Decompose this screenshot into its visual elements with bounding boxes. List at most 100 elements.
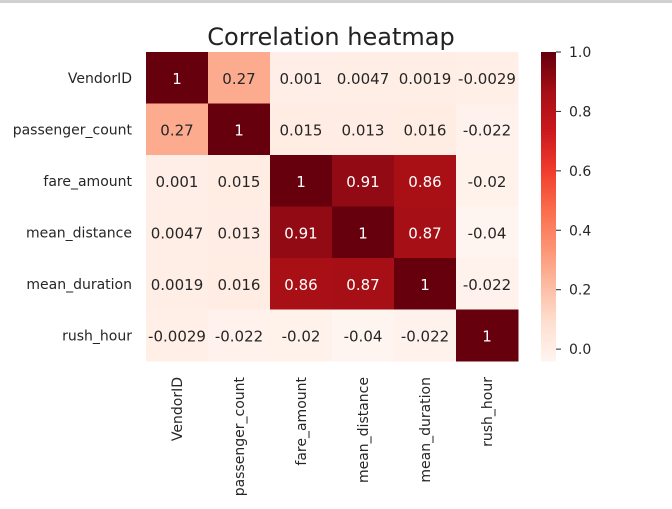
colorbar-segment (541, 175, 556, 179)
colorbar-segment (541, 330, 556, 334)
heatmap-cell (270, 206, 333, 259)
colorbar-segment (541, 108, 556, 112)
colorbar-segment (541, 332, 556, 336)
colorbar-tick-label: 0.8 (569, 104, 591, 120)
colorbar-tick-label: 0.6 (569, 164, 591, 180)
cell-value-label: 0.016 (218, 276, 261, 294)
colorbar-tick-label: 0.4 (569, 223, 591, 239)
colorbar-segment (541, 152, 556, 156)
colorbar-segment (541, 270, 556, 275)
cell-value-label: -0.02 (282, 327, 321, 345)
colorbar-segment (541, 129, 556, 133)
heatmap-cell (332, 206, 395, 259)
heatmap-cell (208, 258, 271, 310)
heatmap-cell (146, 103, 209, 156)
colorbar-segment (541, 299, 556, 303)
colorbar-segment (541, 224, 556, 228)
heatmap-cell (456, 155, 519, 207)
colorbar-segment (541, 350, 556, 354)
heatmap-cell (146, 309, 209, 362)
colorbar-segment (541, 245, 556, 249)
cell-value-label: -0.04 (468, 224, 507, 242)
colorbar-segment (541, 353, 556, 357)
cell-value-label: 0.87 (408, 224, 441, 242)
cell-value-label: 0.91 (284, 224, 317, 242)
colorbar-segment (541, 170, 556, 174)
colorbar-segment (541, 93, 556, 97)
colorbar-segment (541, 340, 556, 344)
cell-value-label: 0.27 (160, 121, 193, 139)
cell-value-label: 0.013 (218, 224, 261, 242)
cell-value-label: 0.0019 (399, 70, 452, 88)
cell-value-label: -0.0029 (458, 70, 516, 88)
heatmap-cell (394, 258, 457, 310)
colorbar-segment (541, 193, 556, 197)
colorbar-segment (541, 62, 556, 66)
colorbar-tick-label: 0.0 (569, 342, 591, 358)
correlation-heatmap-chart: Correlation heatmap 1 0.27 0.001 0.0047 0.00… (13, 23, 592, 496)
colorbar-segment (541, 188, 556, 192)
colorbar-segment (541, 255, 556, 259)
colorbar-segment (541, 239, 556, 244)
colorbar-tick-label: 0.2 (569, 283, 591, 299)
colorbar-segment (541, 312, 556, 316)
heatmap-cell (456, 206, 519, 259)
colorbar-segment (541, 121, 556, 125)
heatmap-cell (270, 258, 333, 310)
heatmap-cell (146, 258, 209, 310)
heatmap-cell (270, 52, 333, 104)
colorbar-segment (541, 358, 556, 362)
colorbar-segment (541, 301, 556, 305)
cell-value-label: -0.02 (468, 173, 507, 191)
colorbar-segment (541, 113, 556, 117)
colorbar-segment (541, 348, 556, 352)
column-tick-label: rush_hour (480, 377, 496, 447)
colorbar-segment (541, 260, 556, 264)
cell-value-label: -0.0029 (148, 327, 206, 345)
column-labels: VendorID passenger_count fare_amount mean_d… (170, 376, 496, 496)
colorbar-segment (541, 219, 556, 223)
column-tick-label: fare_amount (294, 376, 310, 465)
colorbar-segment (541, 136, 556, 141)
colorbar-segment (541, 283, 556, 287)
cell-value-label: -0.022 (463, 121, 511, 139)
colorbar-segment (541, 221, 556, 226)
colorbar-segment (541, 147, 556, 151)
heatmap-cell (208, 52, 271, 104)
colorbar-segment (541, 80, 556, 84)
cell-value-label: 0.001 (156, 173, 199, 191)
cell-value-label: 0.0047 (337, 70, 390, 88)
colorbar-segment (541, 160, 556, 164)
colorbar-segment (541, 111, 556, 115)
heatmap-cells: 1 0.27 0.001 0.0047 0.0019 -0.0029 0.27 1 0.015 0… (146, 52, 519, 362)
colorbar-segment (541, 278, 556, 282)
colorbar-segment (541, 286, 556, 290)
row-tick-label: mean_duration (26, 277, 132, 293)
heatmap-cell (394, 155, 457, 207)
heatmap-cell (208, 309, 271, 362)
colorbar-segment (541, 191, 556, 195)
heatmap-cell (456, 309, 519, 362)
colorbar-segment (541, 345, 556, 349)
heatmap-cell (332, 258, 395, 310)
colorbar-segment (541, 263, 556, 267)
colorbar-segment (541, 183, 556, 187)
cell-value-label: 0.87 (346, 276, 379, 294)
colorbar-segment (541, 126, 556, 130)
heatmap-cell (146, 155, 209, 207)
heatmap-cell (394, 206, 457, 259)
colorbar-segment (541, 149, 556, 154)
colorbar-tick-label: 1.0 (569, 45, 591, 61)
colorbar-segment (541, 268, 556, 272)
colorbar-segment (541, 250, 556, 254)
colorbar-segment (541, 306, 556, 311)
colorbar-segment (541, 196, 556, 200)
heatmap-cell (270, 155, 333, 207)
colorbar-segment (541, 165, 556, 169)
colorbar-segment (541, 185, 556, 190)
colorbar-segment (541, 173, 556, 177)
colorbar-segment (541, 72, 556, 76)
colorbar-segment (541, 314, 556, 318)
colorbar-segment (541, 54, 556, 58)
